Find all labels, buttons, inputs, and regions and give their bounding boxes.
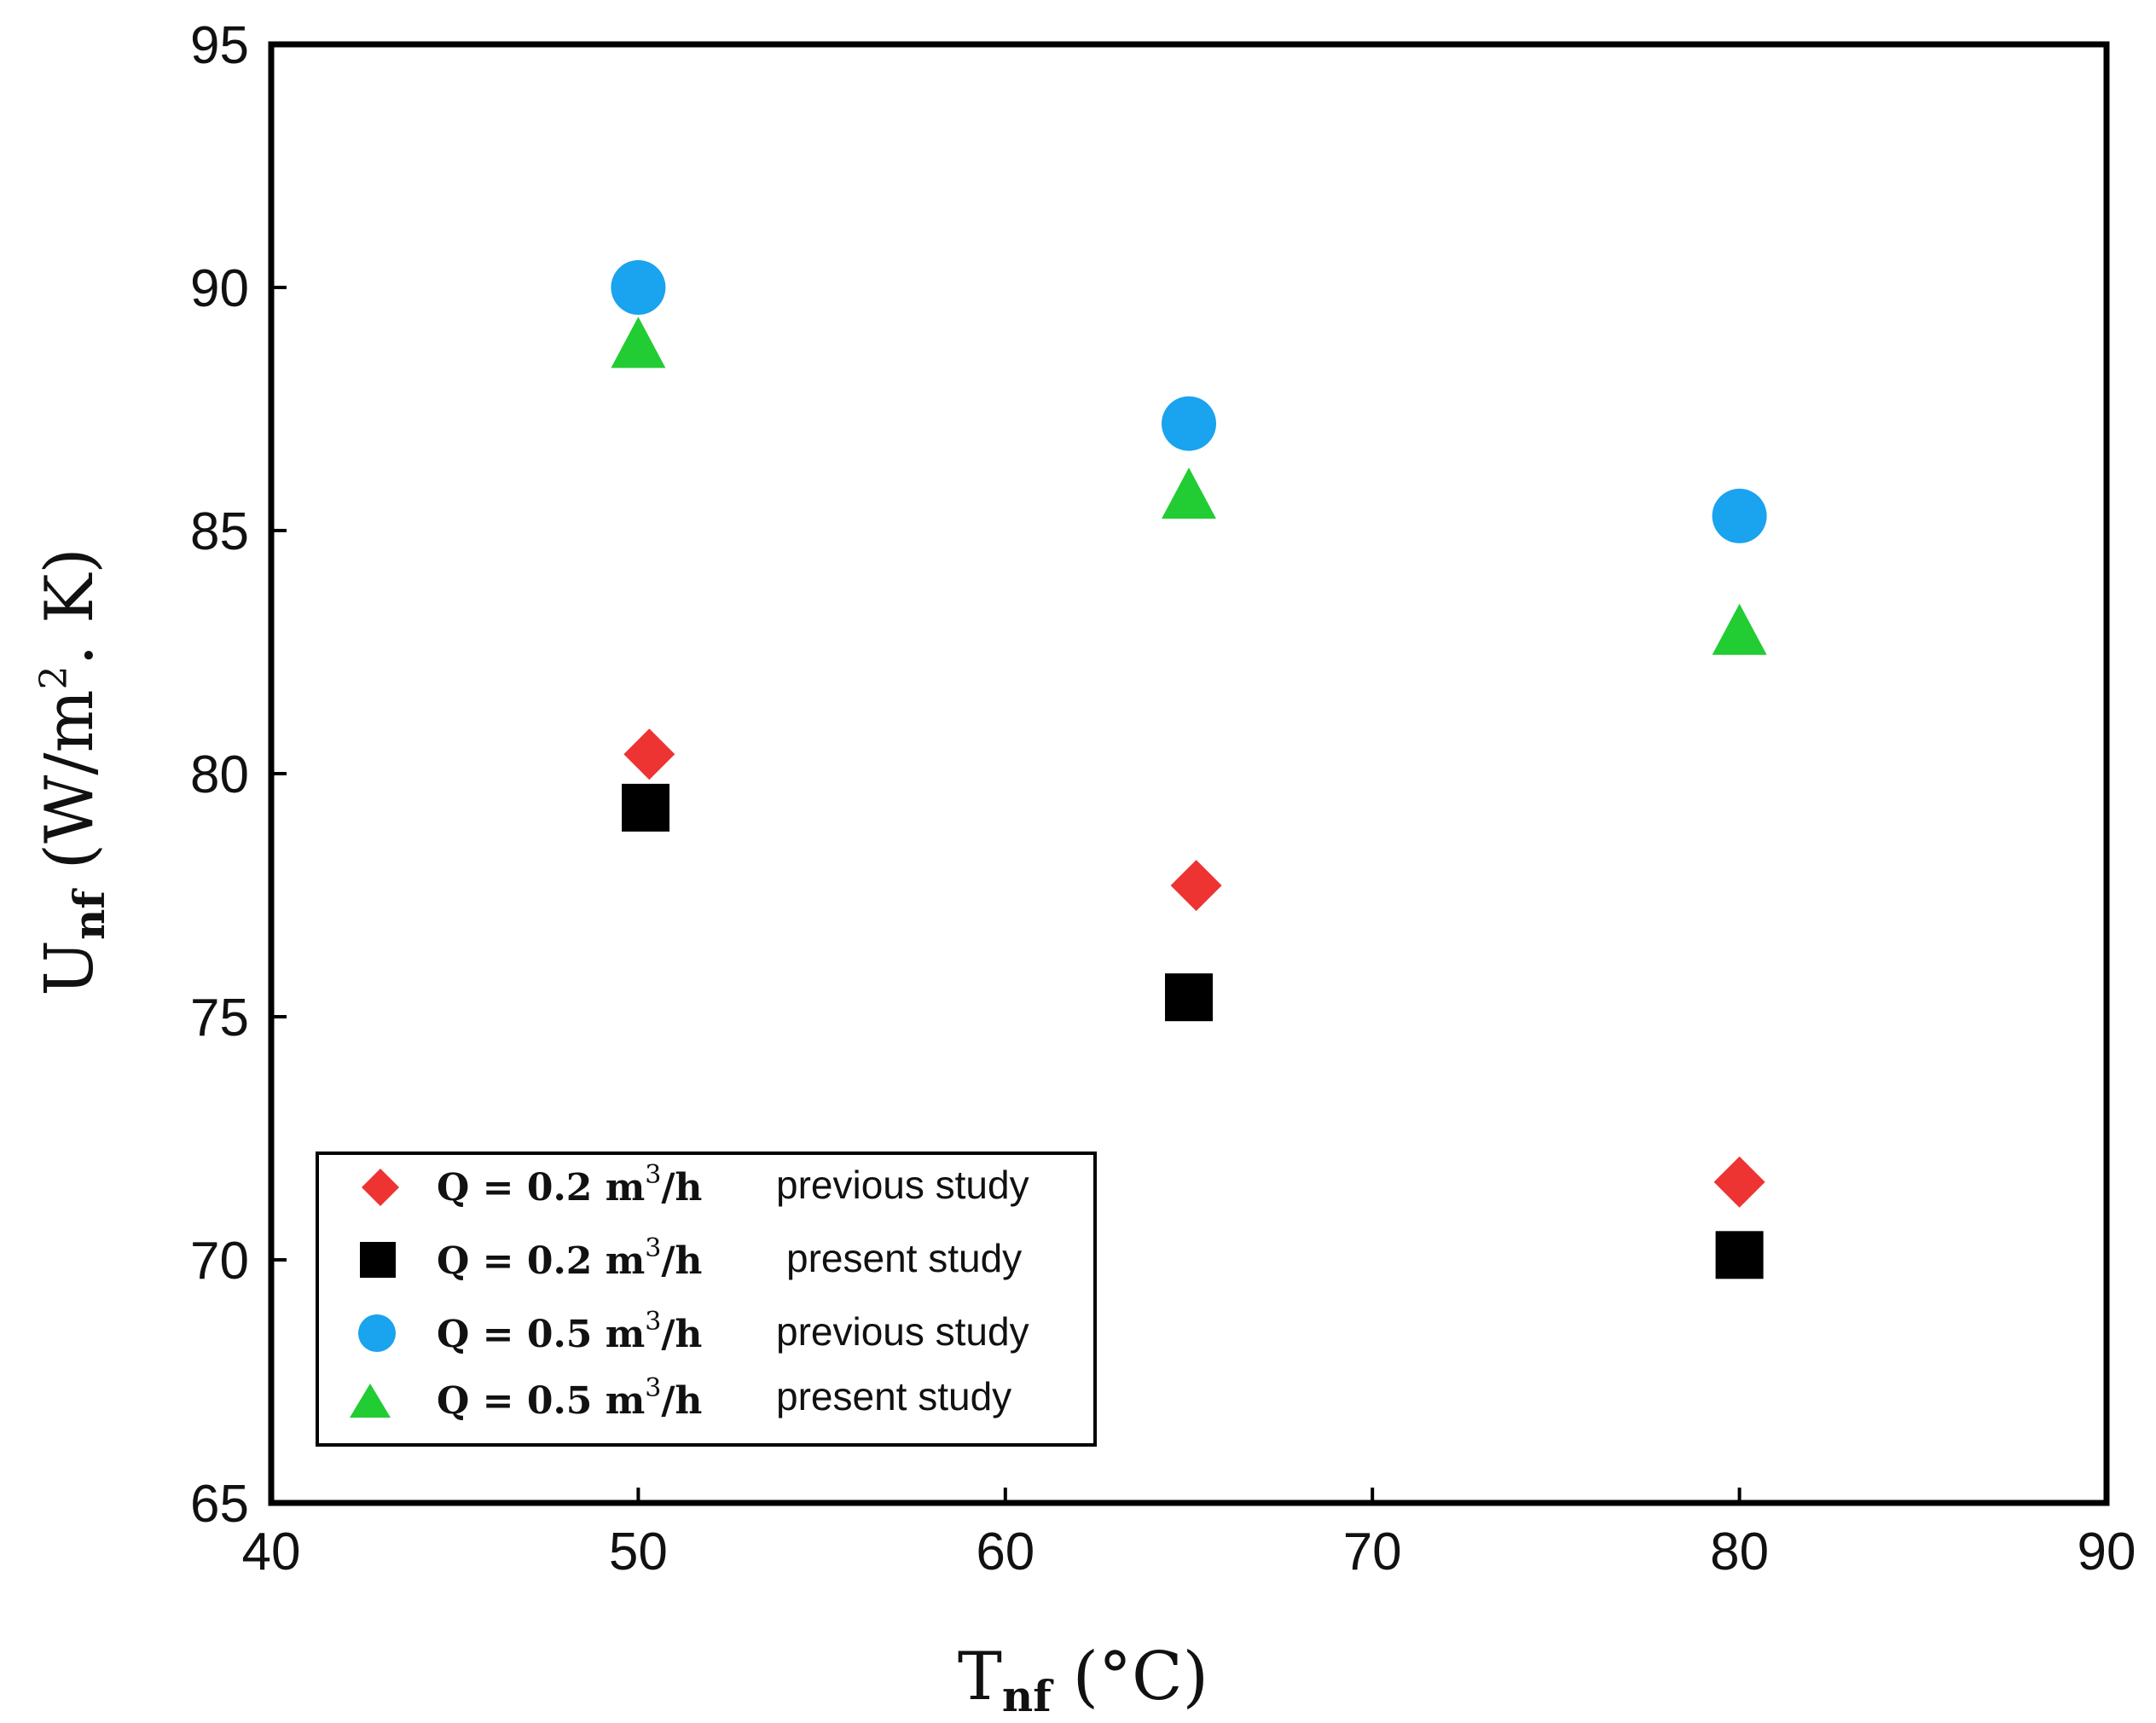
legend-entry-3: Q = 0.5 m3/h previous study (358, 1307, 1029, 1356)
legend-note-2: present study (786, 1236, 1022, 1280)
series-circle (611, 260, 1767, 543)
legend-label-1: Q = 0.2 m3/h (437, 1160, 702, 1210)
diamond-data-point (1170, 860, 1222, 912)
legend-label-2: Q = 0.2 m3/h (437, 1233, 702, 1283)
x-tick-label: 60 (976, 1523, 1035, 1581)
x-tick-label: 80 (1710, 1523, 1769, 1581)
circle-data-point (611, 260, 666, 315)
x-axis-title: Tnf (°C) (958, 1639, 1208, 1721)
x-tick-label: 90 (2078, 1523, 2136, 1581)
diamond-data-point (623, 728, 675, 780)
legend-note-1: previous study (776, 1163, 1029, 1207)
series-square (622, 783, 1764, 1279)
x-tick-label: 50 (609, 1523, 668, 1581)
square-data-point (622, 783, 670, 832)
y-tick-label: 95 (190, 16, 249, 75)
circle-data-point (1162, 396, 1216, 451)
legend-entry-2: Q = 0.2 m3/h present study (360, 1233, 1022, 1283)
y-tick-label: 75 (190, 989, 249, 1047)
series-triangle (611, 316, 1767, 655)
y-tick-label: 90 (190, 259, 249, 318)
legend-square-marker (360, 1242, 396, 1278)
x-tick-label: 70 (1343, 1523, 1402, 1581)
series-diamond (623, 728, 1765, 1208)
legend-label-3: Q = 0.5 m3/h (437, 1307, 702, 1356)
y-tick-label: 70 (190, 1232, 249, 1291)
y-tick-label: 85 (190, 502, 249, 561)
diamond-data-point (1713, 1156, 1765, 1208)
x-tick-label: 40 (242, 1523, 301, 1581)
legend-note-3: previous study (776, 1309, 1029, 1354)
circle-data-point (1712, 488, 1767, 543)
triangle-data-point (611, 316, 666, 368)
legend-entry-4: Q = 0.5 m3/h present study (350, 1373, 1011, 1423)
y-tick-label: 65 (190, 1475, 249, 1534)
square-data-point (1715, 1231, 1764, 1279)
legend-diamond-marker (362, 1169, 399, 1206)
legend-triangle-marker (350, 1384, 391, 1418)
legend-entry-1: Q = 0.2 m3/h previous study (362, 1160, 1029, 1210)
square-data-point (1165, 973, 1213, 1022)
y-axis-title: Unf (W/m2. K) (32, 548, 114, 996)
triangle-data-point (1162, 467, 1216, 519)
legend-box (316, 1152, 1097, 1447)
legend-label-4: Q = 0.5 m3/h (437, 1373, 702, 1423)
y-tick-label: 80 (190, 745, 249, 804)
legend-circle-marker (358, 1314, 396, 1352)
legend-note-4: present study (776, 1374, 1011, 1418)
legend: Q = 0.2 m3/h previous study Q = 0.2 m3/h… (316, 1152, 1097, 1447)
triangle-data-point (1712, 603, 1767, 655)
